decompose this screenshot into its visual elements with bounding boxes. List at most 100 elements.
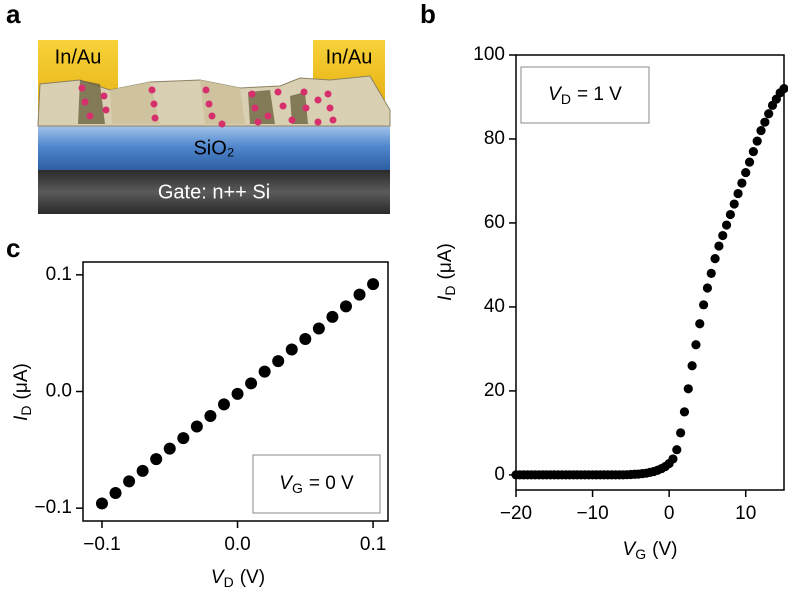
data-point xyxy=(190,420,203,433)
data-point xyxy=(136,464,149,477)
data-point xyxy=(163,442,176,455)
data-point xyxy=(367,278,380,291)
panel-label: a xyxy=(6,0,21,29)
data-point xyxy=(95,497,108,510)
data-point xyxy=(710,254,720,264)
subscript: D xyxy=(561,91,571,107)
data-point xyxy=(764,109,774,119)
subscript: D xyxy=(224,574,234,590)
data-point xyxy=(752,136,762,146)
data-point xyxy=(748,146,758,157)
data-point xyxy=(668,454,678,464)
y-tick-label: 40 xyxy=(484,296,505,317)
data-point xyxy=(729,199,739,209)
data-point xyxy=(326,310,339,323)
y-tick-label: 100 xyxy=(473,44,505,65)
axis-label: ID (μA) xyxy=(11,363,34,421)
y-tick-label: −0.1 xyxy=(34,497,72,518)
unit: (μA) xyxy=(11,363,32,399)
x-tick-label: 10 xyxy=(735,503,756,524)
gate-layer xyxy=(38,170,390,214)
data-point xyxy=(204,410,217,422)
text: = 1 V xyxy=(577,84,622,105)
data-point xyxy=(737,178,747,188)
x-tick-label: −20 xyxy=(500,503,532,524)
axis-label: ID (μA) xyxy=(435,243,458,301)
flake-dark xyxy=(78,80,308,124)
data-point xyxy=(702,283,713,293)
data-point xyxy=(756,125,766,136)
particles xyxy=(78,84,337,128)
data-point xyxy=(706,268,716,278)
symbol: V xyxy=(623,539,638,560)
y-tick-label: 0.0 xyxy=(46,381,72,402)
data-point xyxy=(721,220,732,230)
annotation-box xyxy=(520,66,650,124)
data-point xyxy=(695,319,705,329)
data-point xyxy=(718,230,728,241)
axis-label: VD (V) xyxy=(211,567,265,590)
data-point xyxy=(733,188,743,199)
panel-label: b xyxy=(420,0,436,29)
symbol: V xyxy=(279,473,294,494)
data-point xyxy=(312,322,325,335)
unit: (V) xyxy=(240,567,265,588)
data-point xyxy=(699,300,709,310)
axis-label: VD = 1 V xyxy=(548,84,622,107)
x-tick-label: −10 xyxy=(576,503,608,524)
unit: (μA) xyxy=(435,243,456,279)
data-point xyxy=(672,445,682,455)
subscript: G xyxy=(635,546,646,562)
y-tick-label: 0 xyxy=(494,464,505,485)
data-point xyxy=(725,209,736,220)
data-point xyxy=(245,377,258,390)
x-tick-label: 0.0 xyxy=(224,534,250,555)
data-point xyxy=(683,384,693,394)
plot-frame xyxy=(515,54,785,491)
data-point xyxy=(339,300,352,313)
data-point xyxy=(177,432,190,445)
data-point xyxy=(779,83,788,94)
data-point xyxy=(272,355,285,368)
y-tick-label: 80 xyxy=(484,128,505,149)
oxide-label: SiO₂ xyxy=(193,137,234,159)
subscript: D xyxy=(442,285,458,295)
data-point xyxy=(353,288,366,301)
x-tick-label: 0 xyxy=(664,503,675,524)
symbol: I xyxy=(11,415,32,421)
subscript: G xyxy=(292,480,303,496)
panel-label: c xyxy=(6,233,20,263)
data-point xyxy=(691,340,701,350)
contact-label: In/Au xyxy=(55,46,102,68)
data-point xyxy=(744,157,755,167)
annotation-box xyxy=(252,454,381,514)
data-point xyxy=(676,428,686,438)
data-point xyxy=(109,487,122,499)
data-point xyxy=(299,333,312,345)
symbol: V xyxy=(548,84,563,105)
device-diagram: In/Au In/Au SiO₂ Gate: n++ Si xyxy=(37,40,391,214)
oxide-layer xyxy=(38,124,390,170)
axis-label: VG (V) xyxy=(623,539,678,562)
data-point xyxy=(285,343,298,356)
unit: (V) xyxy=(652,539,677,560)
data-point xyxy=(679,407,690,417)
data-point xyxy=(741,167,751,178)
symbol: I xyxy=(435,295,456,301)
data-point xyxy=(231,387,244,400)
y-tick-label: 0.1 xyxy=(46,264,72,285)
data-point xyxy=(687,361,697,371)
text: = 0 V xyxy=(309,473,354,494)
data-point xyxy=(217,398,230,411)
data-point xyxy=(123,475,136,488)
data-point xyxy=(150,453,163,466)
axis-label: VG = 0 V xyxy=(279,473,354,496)
y-tick-label: 20 xyxy=(484,380,505,401)
contact-label: In/Au xyxy=(326,46,373,68)
subscript: D xyxy=(18,405,34,415)
symbol: V xyxy=(211,567,226,588)
gate-label: Gate: n++ Si xyxy=(158,181,270,203)
data-point xyxy=(714,241,724,251)
data-point xyxy=(760,117,770,127)
